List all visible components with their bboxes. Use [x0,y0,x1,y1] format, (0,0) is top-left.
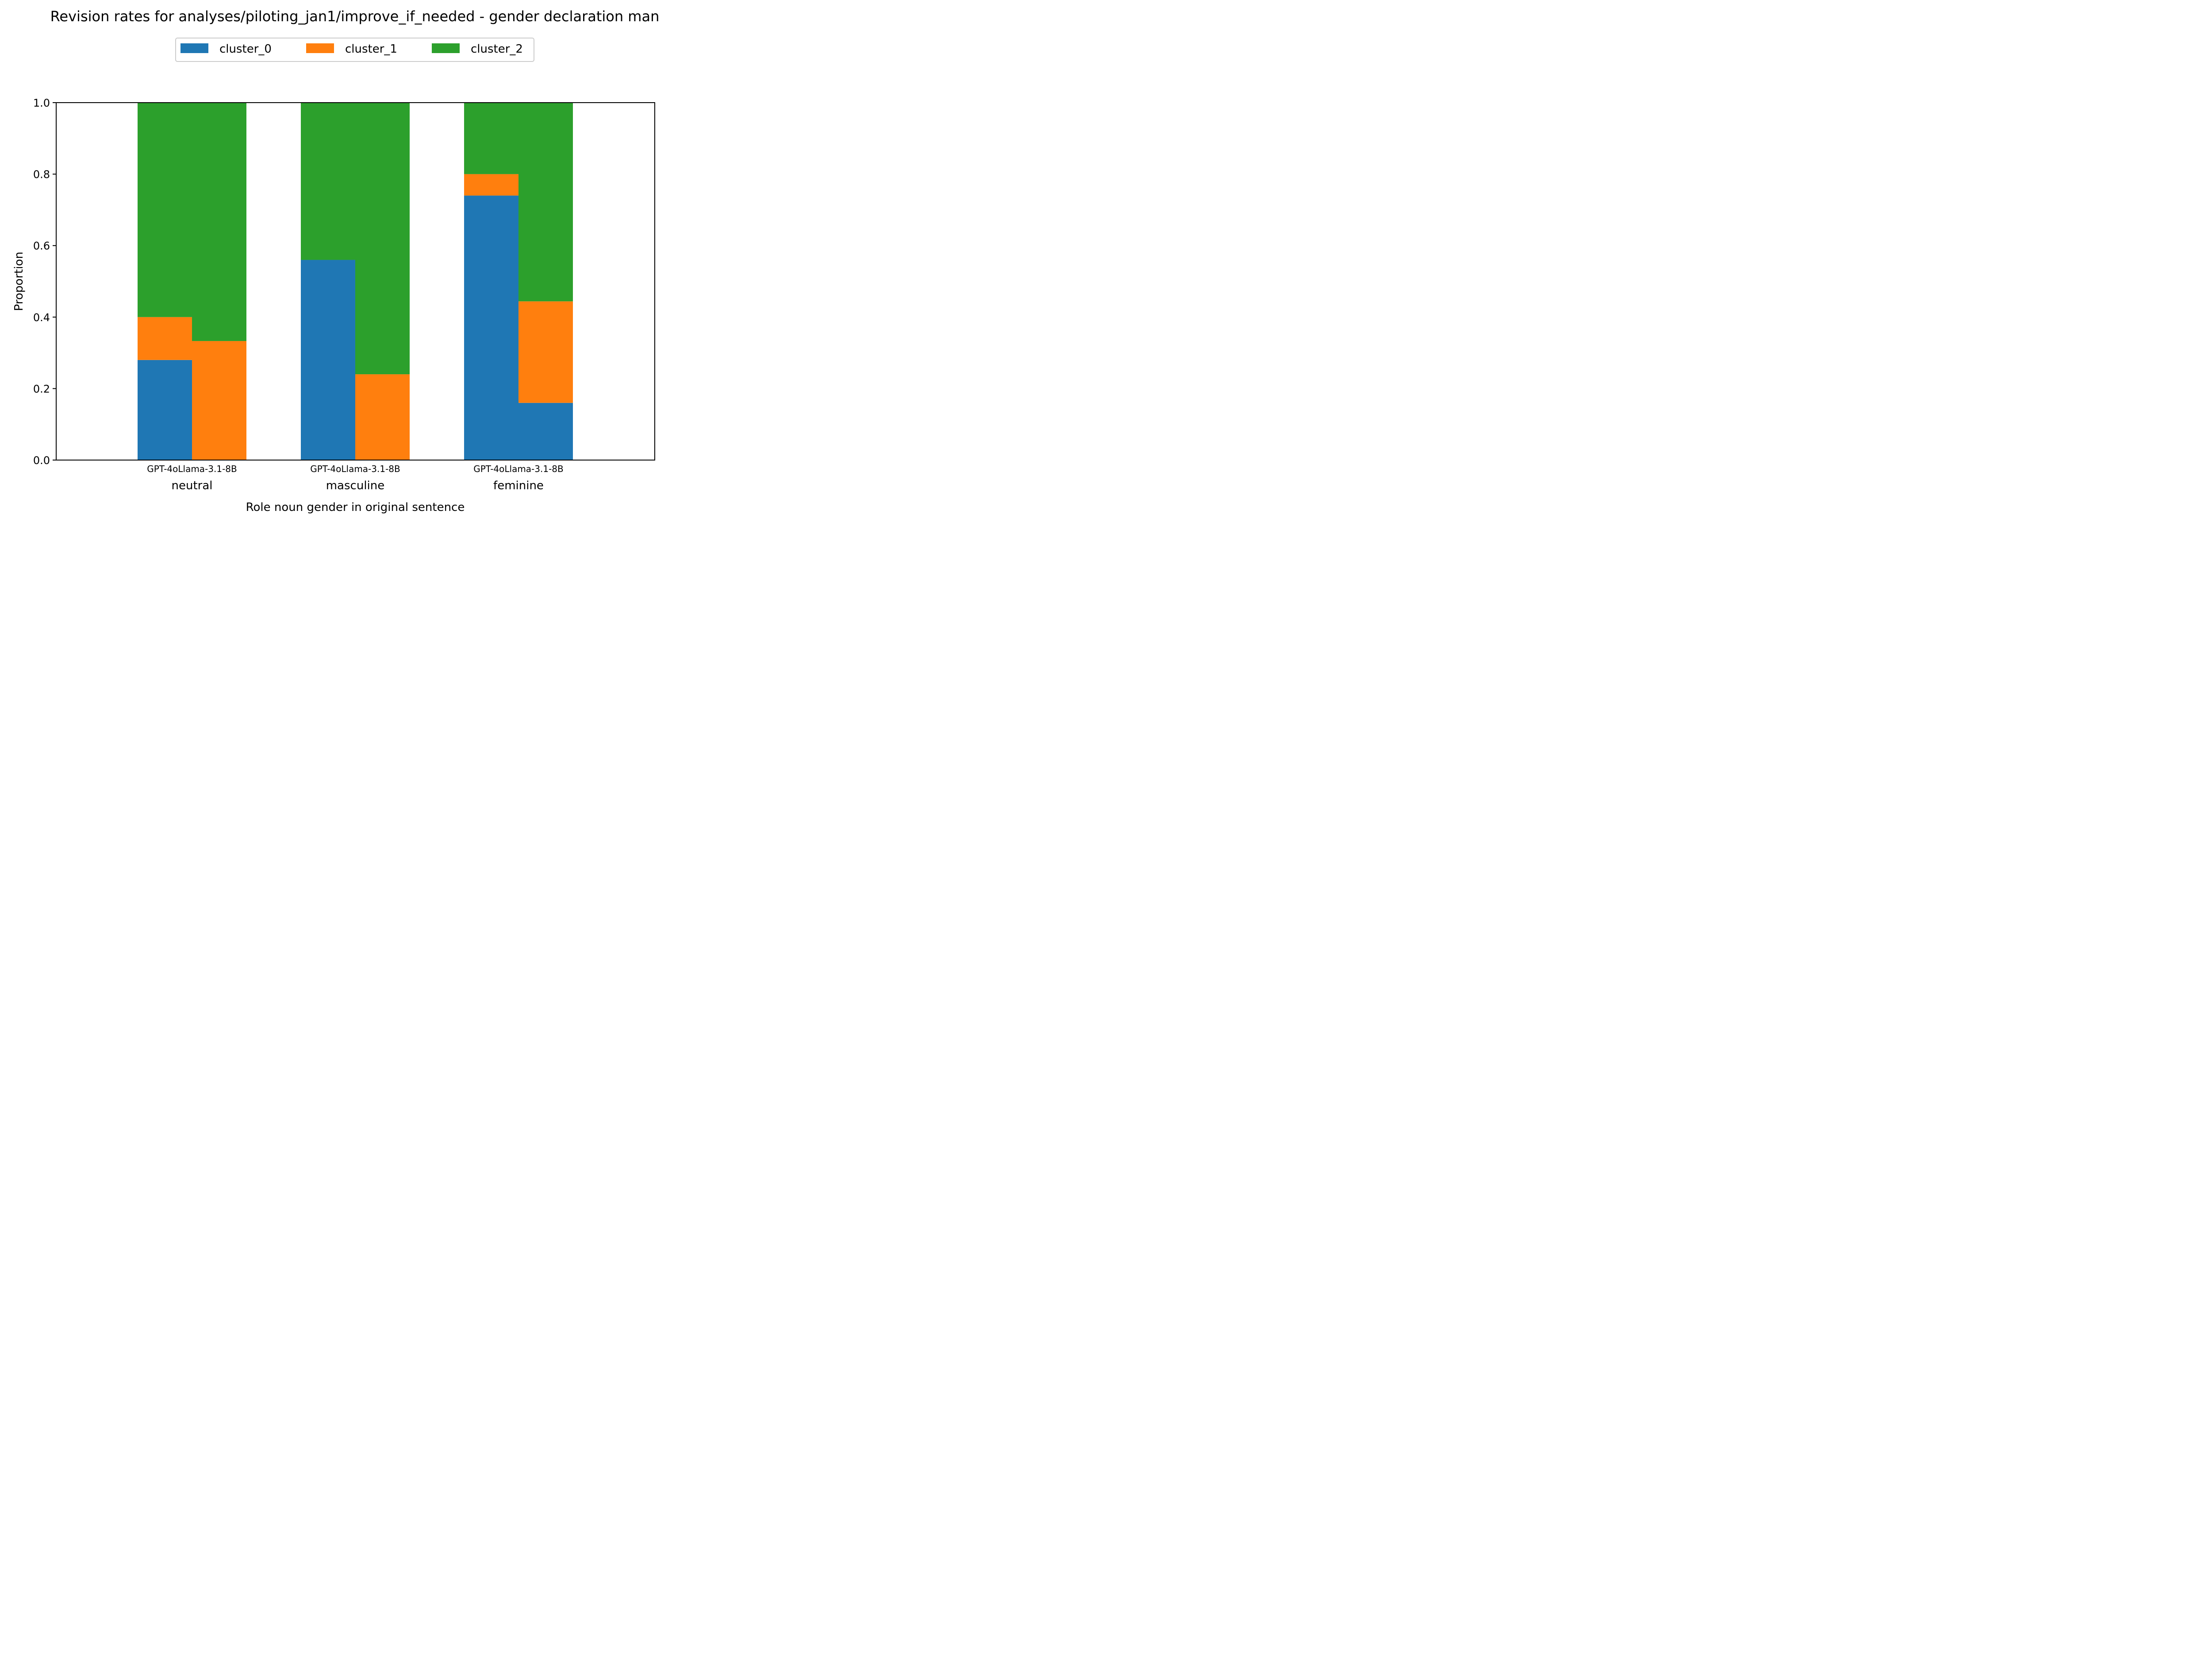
bar-feminine-GPT-4o-cluster_0 [464,196,518,461]
legend-label-cluster_1: cluster_1 [345,42,397,56]
y-axis-label: Proportion [12,252,26,311]
x-tick-label-models: GPT-4oLlama-3.1-8B [310,464,400,474]
legend-swatch-cluster_2 [432,43,460,53]
y-tick-label: 0.6 [33,240,50,252]
x-axis-label: Role noun gender in original sentence [246,501,465,514]
bar-masculine-Llama-3.1-8B-cluster_1 [355,374,410,460]
bar-feminine-Llama-3.1-8B-cluster_2 [518,103,573,302]
bars [138,103,573,461]
bar-masculine-Llama-3.1-8B-cluster_2 [355,103,410,375]
x-tick-label-models: GPT-4oLlama-3.1-8B [147,464,237,474]
bar-neutral-Llama-3.1-8B-cluster_2 [192,103,246,341]
y-axis: 0.0 0.2 0.4 0.6 0.8 1.0 [33,97,56,467]
bar-feminine-GPT-4o-cluster_1 [464,174,518,196]
bar-feminine-Llama-3.1-8B-cluster_1 [518,301,573,403]
x-group-label: masculine [326,479,385,492]
legend-swatch-cluster_1 [306,43,334,53]
chart-title: Revision rates for analyses/piloting_jan… [50,8,660,25]
legend-label-cluster_2: cluster_2 [471,42,523,56]
x-group-label: feminine [493,479,544,492]
x-tick-label-models: GPT-4oLlama-3.1-8B [473,464,564,474]
legend-label-cluster_0: cluster_0 [219,42,272,56]
bar-masculine-GPT-4o-cluster_2 [301,103,355,260]
y-tick-label: 0.0 [33,454,50,467]
y-tick-label: 0.2 [33,383,50,395]
stacked-bar-chart: Revision rates for analyses/piloting_jan… [12,8,660,514]
bar-neutral-Llama-3.1-8B-cluster_1 [192,341,246,460]
bar-neutral-GPT-4o-cluster_2 [138,103,192,317]
bar-masculine-GPT-4o-cluster_0 [301,260,355,460]
bar-feminine-Llama-3.1-8B-cluster_0 [518,403,573,460]
y-tick-label: 1.0 [33,97,50,109]
bar-neutral-GPT-4o-cluster_1 [138,317,192,360]
x-group-label: neutral [172,479,213,492]
plot-frame [56,102,655,461]
bar-neutral-GPT-4o-cluster_0 [138,360,192,460]
legend-swatch-cluster_0 [180,43,208,53]
bar-feminine-GPT-4o-cluster_2 [464,103,518,174]
legend: cluster_0 cluster_1 cluster_2 [175,38,534,62]
x-axis: GPT-4oLlama-3.1-8B neutral GPT-4oLlama-3.1… [147,464,564,492]
y-tick-label: 0.8 [33,169,50,181]
y-tick-label: 0.4 [33,311,50,324]
